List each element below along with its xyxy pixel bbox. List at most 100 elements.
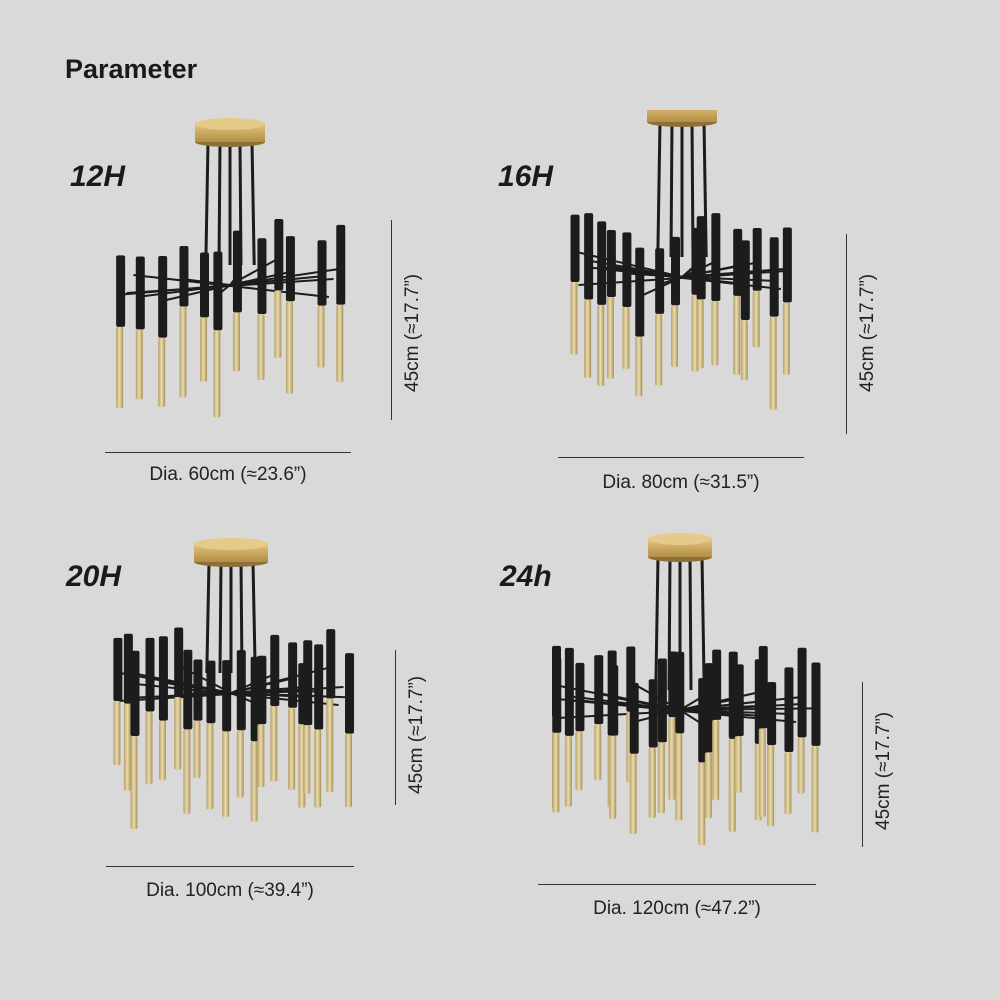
tube-body: [740, 240, 750, 320]
glow-tube: [274, 290, 282, 358]
suspension-rod: [702, 121, 708, 258]
glow-tube: [606, 296, 614, 379]
suspension-rod: [251, 561, 257, 674]
glow-tube: [193, 720, 201, 779]
tube-body: [564, 647, 574, 736]
arm: [679, 690, 764, 711]
tube-body: [274, 218, 284, 291]
glow-tube: [326, 698, 334, 793]
suspension-rod: [250, 141, 256, 266]
tube-body: [657, 658, 667, 743]
glow-tube: [622, 307, 630, 370]
glow-tube: [728, 738, 736, 833]
glow-tube: [657, 742, 665, 814]
tube-body: [236, 650, 246, 731]
glow-tube: [767, 745, 775, 827]
tube-body: [285, 236, 295, 302]
tube-body: [597, 221, 607, 305]
glow-tube: [130, 736, 138, 830]
tube-body: [303, 640, 313, 726]
height-dimension-line: [862, 682, 863, 847]
tube-body: [712, 649, 722, 720]
suspension-rod: [217, 141, 222, 266]
canopy-top: [648, 533, 712, 545]
tube-body: [130, 650, 140, 737]
tube-body: [135, 256, 145, 330]
glow-tube: [668, 717, 676, 800]
tube-body: [232, 230, 242, 313]
tube-body: [158, 636, 168, 721]
tube-body: [668, 651, 678, 718]
tube-body: [179, 245, 189, 307]
canopy-top: [194, 538, 268, 550]
glow-tube: [711, 300, 719, 366]
suspension-rod: [205, 561, 211, 674]
tube-body: [758, 646, 768, 729]
glow-tube: [314, 729, 322, 808]
glow-tube: [123, 703, 131, 791]
tube-body: [609, 665, 619, 736]
variant-panel-16h: 16H Dia. 80cm (≈31.5”) 45cm (≈17.7”): [480, 110, 980, 530]
glow-tube: [758, 728, 766, 818]
tube-body: [675, 651, 685, 734]
suspension-rod: [669, 121, 674, 258]
glow-tube: [199, 317, 207, 382]
glow-tube: [740, 319, 748, 381]
variant-panel-12h: 12H Dia. 60cm (≈23.6”) 45cm (≈17.7”): [0, 110, 500, 530]
glow-tube: [552, 732, 560, 813]
glow-tube: [288, 707, 296, 791]
glow-tube: [671, 305, 679, 368]
tube-body: [811, 662, 821, 746]
tube-body: [222, 660, 232, 732]
tube-body: [606, 229, 616, 297]
diameter-dimension-line: [558, 457, 804, 458]
glow-tube: [797, 737, 805, 794]
tube-body: [158, 256, 168, 338]
tube-body: [270, 634, 280, 707]
diameter-label: Dia. 60cm (≈23.6”): [149, 464, 307, 485]
glow-tube: [811, 745, 819, 833]
glow-tube: [752, 290, 760, 348]
glow-tube: [594, 724, 602, 781]
tube-body: [288, 642, 298, 708]
glow-tube: [257, 313, 265, 381]
tube-body: [183, 649, 193, 730]
glow-tube: [712, 719, 720, 801]
diameter-label: Dia. 100cm (≈39.4”): [146, 880, 314, 901]
height-dimension-line: [395, 650, 396, 805]
tube-body: [696, 216, 706, 300]
variant-label: 20H: [66, 560, 122, 593]
tube-body: [145, 637, 155, 712]
glow-tube: [734, 736, 742, 793]
glow-tube: [648, 747, 656, 818]
glow-tube: [303, 725, 311, 794]
glow-tube: [570, 281, 578, 355]
tube-body: [733, 228, 743, 296]
tube-body: [570, 214, 580, 282]
glow-tube: [232, 312, 240, 372]
tube-body: [752, 228, 762, 291]
variant-panel-24h: 24h Dia. 120cm (≈47.2”) 45cm (≈17.7”): [480, 530, 980, 950]
tube-body: [575, 662, 585, 732]
canopy-top: [195, 118, 265, 130]
suspension-rod: [656, 121, 662, 258]
tube-body: [655, 248, 665, 314]
tube-body: [206, 660, 216, 724]
diameter-dimension-line: [538, 884, 816, 885]
tube-body: [769, 237, 779, 317]
glow-tube: [236, 730, 244, 798]
glow-tube: [317, 305, 325, 368]
glow-tube: [213, 330, 221, 418]
tube-body: [671, 236, 681, 306]
glow-tube: [584, 299, 592, 379]
tube-body: [704, 663, 714, 753]
glow-tube: [345, 733, 353, 808]
tube-body: [797, 647, 807, 738]
tube-body: [648, 679, 658, 748]
glow-tube: [564, 735, 572, 807]
tube-body: [113, 637, 123, 702]
tube-body: [199, 252, 209, 318]
tube-body: [317, 240, 327, 306]
glow-tube: [782, 302, 790, 375]
glow-tube: [784, 752, 792, 815]
